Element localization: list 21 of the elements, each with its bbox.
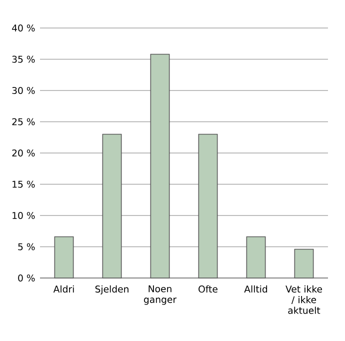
x-tick-label: Aldri — [53, 285, 74, 293]
x-tick-label: Vet ikke / ikke aktuelt — [286, 285, 322, 314]
bar — [198, 134, 218, 278]
y-tick-label: 0 % — [18, 274, 35, 282]
bar — [150, 54, 170, 278]
x-tick-label: Sjelden — [95, 285, 128, 294]
y-tick-label: 35 % — [12, 56, 35, 63]
bar — [54, 236, 74, 278]
y-tick-label: 10 % — [12, 212, 35, 220]
y-tick-label: 15 % — [12, 180, 35, 188]
x-tick-label: Alltid — [244, 285, 268, 293]
y-tick-label: 20 % — [12, 149, 35, 157]
y-tick-label: 30 % — [12, 86, 35, 94]
bar — [102, 134, 122, 278]
x-tick-label: Ofte — [198, 285, 218, 293]
y-tick-label: 25 % — [12, 118, 35, 126]
bar — [246, 236, 266, 278]
y-tick-label: 5 % — [18, 243, 35, 250]
bar — [294, 248, 314, 278]
y-tick-label: 40 % — [12, 24, 35, 32]
x-tick-label: Noen ganger — [144, 285, 177, 305]
